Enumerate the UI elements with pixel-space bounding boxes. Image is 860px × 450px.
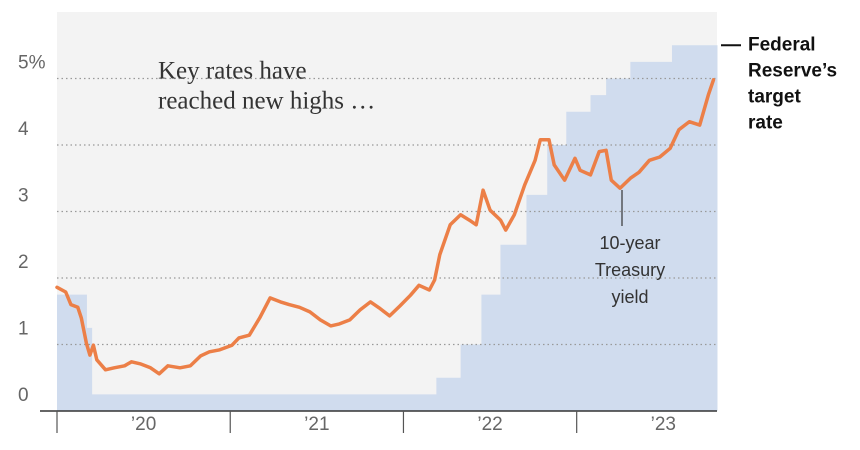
grid: [57, 77, 717, 346]
y-tick-label: 3: [18, 186, 29, 207]
annotation: Key rates have: [158, 58, 307, 85]
x-tick-label: ’22: [477, 414, 502, 435]
fed-area: [57, 45, 718, 411]
y-tick-label: 2: [18, 252, 29, 273]
annotation: reached new highs …: [158, 88, 375, 115]
y-tick-label: 4: [18, 119, 29, 140]
series-label: Treasury: [595, 260, 665, 280]
rate-step: [526, 194, 548, 411]
series-label: rate: [748, 112, 783, 133]
labels: 0 1 2 3 4 5% ’20 ’21 ’22 ’23 Federal Reserve’s targe…: [18, 34, 837, 435]
treasury-line: [55, 78, 716, 376]
rate-step: [590, 95, 607, 411]
rate-step: [606, 78, 631, 411]
rate-step: [630, 61, 673, 411]
rate-step: [671, 45, 718, 411]
x-tick-label: ’23: [651, 414, 676, 435]
series-label: target: [748, 86, 801, 107]
series-label: Federal: [748, 34, 816, 55]
rate-step: [481, 294, 501, 411]
series-label: 10-year: [599, 233, 660, 253]
rate-step: [91, 394, 437, 411]
series-label: Reserve’s: [748, 60, 837, 81]
rate-step: [57, 294, 87, 411]
rate-step: [500, 244, 527, 411]
axes: [40, 410, 717, 433]
lines: [55, 78, 716, 376]
rate-step: [436, 377, 462, 411]
y-tick-label: 0: [18, 385, 29, 406]
series-label: yield: [611, 287, 648, 307]
x-tick-label: ’20: [131, 414, 156, 435]
rate-step: [566, 111, 592, 411]
x-tick-label: ’21: [304, 414, 329, 435]
rate-step: [460, 344, 482, 411]
y-tick-label: 1: [18, 319, 29, 340]
y-tick-label: 5%: [18, 53, 46, 74]
rate-step: [86, 327, 93, 411]
